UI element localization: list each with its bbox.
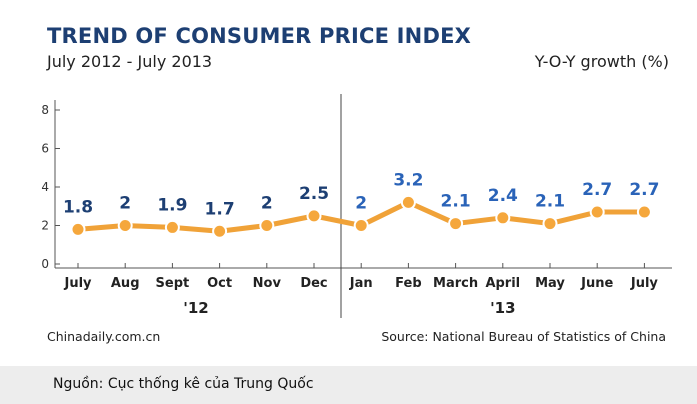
y-tick-label: 2: [41, 219, 49, 233]
chart-panel: TREND OF CONSUMER PRICE INDEX July 2012 …: [41, 24, 672, 344]
data-label: 1.9: [157, 195, 187, 215]
data-point: [306, 208, 322, 224]
data-point: [212, 223, 228, 239]
y-tick-label: 8: [41, 103, 49, 117]
data-label: 2.1: [441, 192, 471, 212]
year-group-label: '13: [490, 299, 515, 317]
x-tick-label: May: [535, 276, 565, 291]
data-point: [589, 204, 605, 220]
data-label: 2.5: [299, 184, 329, 204]
data-label: 1.7: [205, 199, 235, 219]
x-tick-label: Aug: [111, 276, 140, 291]
source-credit: Source: National Bureau of Statistics of…: [381, 329, 666, 344]
caption-text: Nguồn: Cục thống kê của Trung Quốc: [53, 376, 314, 392]
x-tick-label: July: [630, 276, 659, 291]
x-tick-label: Dec: [300, 276, 327, 291]
x-tick-label: Jan: [349, 276, 373, 291]
data-point: [70, 221, 86, 237]
data-label: 2.1: [535, 192, 565, 212]
x-tick-label: March: [433, 276, 478, 291]
chart-subtitle: July 2012 - July 2013: [47, 52, 213, 71]
data-label: 2: [355, 194, 367, 214]
x-tick-label: Feb: [395, 276, 421, 291]
x-tick-label: Sept: [156, 276, 190, 291]
data-point: [542, 216, 558, 232]
data-label: 2.4: [488, 186, 518, 206]
cpi-line-chart: 0 2 4 6 8 July Aug Sept Oct Nov Dec Jan Feb March Apri…: [41, 94, 672, 318]
data-label: 2: [261, 194, 273, 214]
data-point: [636, 204, 652, 220]
caption-bar: [0, 366, 697, 404]
x-tick-label: Nov: [253, 276, 282, 291]
year-group-label: '12: [183, 299, 208, 317]
data-point: [448, 216, 464, 232]
x-tick-label: April: [485, 276, 520, 291]
data-label: 2.7: [582, 180, 612, 200]
unit-label: Y-O-Y growth (%): [534, 52, 669, 71]
data-label: 2: [119, 194, 131, 214]
data-point: [495, 210, 511, 226]
data-point: [164, 219, 180, 235]
data-point: [117, 218, 133, 233]
chart-title: TREND OF CONSUMER PRICE INDEX: [47, 24, 472, 48]
data-point: [400, 194, 416, 210]
y-tick-label: 6: [41, 142, 49, 156]
y-tick-label: 0: [41, 257, 49, 271]
x-tick-label: July: [63, 276, 92, 291]
x-tick-label: Oct: [207, 276, 232, 291]
data-point: [259, 218, 275, 233]
data-point: [353, 218, 369, 233]
data-label: 3.2: [393, 170, 423, 190]
y-tick-label: 4: [41, 180, 49, 194]
data-label: 1.8: [63, 197, 93, 217]
data-label: 2.7: [629, 180, 659, 200]
x-tick-label: June: [580, 276, 613, 291]
publisher-credit: Chinadaily.com.cn: [47, 329, 161, 344]
